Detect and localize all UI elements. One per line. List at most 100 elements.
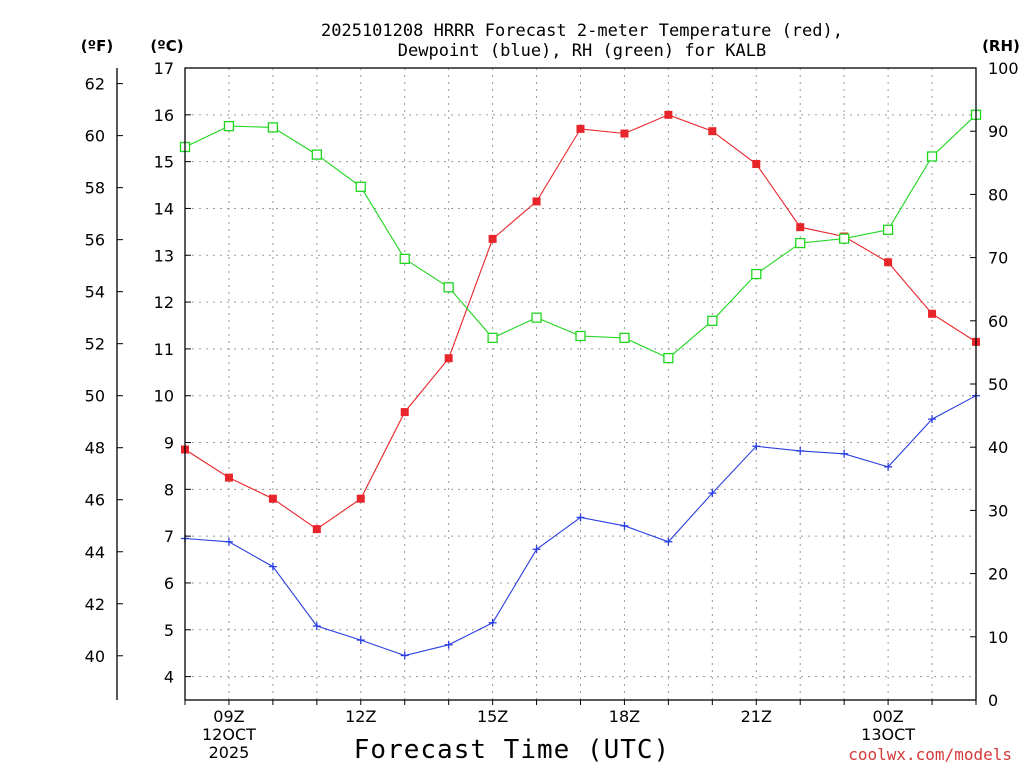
grid-lines — [185, 67, 976, 700]
dewpoint-point — [620, 521, 629, 530]
celsius-tick-label: 12 — [154, 293, 174, 312]
fahrenheit-tick-label: 58 — [85, 179, 105, 198]
relative-humidity-point — [311, 149, 322, 160]
rh-axis-unit: (RH) — [982, 37, 1020, 55]
rh-tick-label: 10 — [988, 628, 1008, 647]
celsius-axis-unit: (ºC) — [150, 37, 183, 55]
fahrenheit-tick-label: 48 — [85, 439, 105, 458]
dewpoint-point — [752, 442, 761, 451]
fahrenheit-axis: 40 42 44 46 48 50 52 54 56 58 60 62 — [85, 68, 123, 700]
fahrenheit-axis-unit: (ºF) — [81, 37, 113, 55]
celsius-tick-label: 17 — [154, 59, 174, 78]
rh-axis: 0 10 20 30 40 50 60 70 80 90 100 — [970, 59, 1019, 710]
relative-humidity-point — [926, 151, 938, 162]
dewpoint-point — [532, 545, 541, 554]
dewpoint-point — [796, 446, 805, 455]
dewpoint-point — [664, 537, 673, 546]
rh-tick-label: 90 — [988, 122, 1008, 141]
time-tick-label: 12Z — [345, 707, 376, 726]
celsius-tick-label: 6 — [164, 574, 174, 593]
dewpoint-point — [224, 537, 233, 546]
rh-tick-label: 80 — [988, 185, 1008, 204]
relative-humidity-point — [707, 315, 718, 326]
relative-humidity-point — [619, 332, 630, 344]
temperature-point — [928, 309, 937, 318]
fahrenheit-tick-label: 54 — [85, 283, 105, 302]
chart-title-line-1: 2025101208 HRRR Forecast 2-meter Tempera… — [321, 21, 843, 41]
dewpoint-point — [312, 622, 321, 631]
temperature-point — [620, 129, 629, 138]
temperature-point — [532, 197, 541, 206]
dewpoint-point — [708, 489, 717, 498]
celsius-tick-label: 10 — [154, 387, 174, 406]
temperature-point — [664, 110, 673, 119]
relative-humidity-point — [223, 120, 235, 132]
time-tick-label: 18Z — [609, 707, 640, 726]
time-tick-label: 12OCT — [202, 725, 256, 744]
relative-humidity-point — [575, 330, 586, 342]
dewpoint-point — [268, 562, 277, 571]
celsius-tick-label: 14 — [154, 199, 174, 218]
x-axis-title: Forecast Time (UTC) — [354, 735, 670, 765]
time-tick-label: 15Z — [477, 707, 508, 726]
time-tick-label: 13OCT — [861, 725, 915, 744]
plot-frame — [184, 67, 977, 701]
time-tick-label: 2025 — [209, 743, 250, 762]
time-tick-label: 09Z — [213, 707, 244, 726]
dewpoint-point — [444, 640, 453, 649]
relative-humidity-point — [399, 253, 410, 265]
rh-tick-label: 20 — [988, 565, 1008, 584]
temperature-point — [752, 159, 761, 168]
celsius-tick-label: 5 — [164, 621, 174, 640]
relative-humidity-point — [839, 233, 850, 244]
celsius-tick-label: 8 — [164, 480, 174, 499]
celsius-tick-label: 9 — [164, 434, 174, 453]
dewpoint-point — [884, 462, 893, 471]
dewpoint-point — [576, 513, 585, 522]
relative-humidity-point — [355, 181, 366, 192]
celsius-axis: 4 5 6 7 8 9 10 11 12 13 14 15 16 17 — [154, 59, 191, 687]
dewpoint-point — [488, 618, 497, 627]
temperature-point — [488, 234, 497, 243]
relative-humidity-point — [443, 282, 454, 293]
celsius-tick-label: 13 — [154, 246, 174, 265]
temperature-point — [708, 127, 717, 136]
fahrenheit-tick-label: 60 — [85, 127, 105, 146]
relative-humidity-point — [795, 237, 806, 249]
fahrenheit-tick-label: 56 — [85, 231, 105, 250]
dewpoint-point — [840, 449, 849, 458]
time-tick-label: 21Z — [741, 707, 772, 726]
temperature-point — [224, 473, 233, 482]
fahrenheit-tick-label: 50 — [85, 387, 105, 406]
dewpoint-point — [356, 636, 365, 645]
relative-humidity-point — [487, 332, 498, 344]
fahrenheit-tick-label: 42 — [85, 595, 105, 614]
fahrenheit-tick-label: 44 — [85, 543, 105, 562]
relative-humidity-point — [663, 352, 674, 364]
celsius-tick-label: 11 — [154, 340, 174, 359]
temperature-point — [356, 494, 365, 503]
rh-tick-label: 40 — [988, 438, 1008, 457]
fahrenheit-tick-label: 62 — [85, 75, 105, 94]
relative-humidity-point — [751, 268, 762, 280]
celsius-tick-label: 15 — [154, 153, 174, 172]
fahrenheit-tick-label: 40 — [85, 647, 105, 666]
dewpoint-line — [184, 395, 977, 657]
rh-tick-label: 0 — [988, 691, 998, 710]
temperature-point — [796, 223, 805, 232]
chart-title: 2025101208 HRRR Forecast 2-meter Tempera… — [321, 21, 843, 61]
chart-title-line-2: Dewpoint (blue), RH (green) for KALB — [398, 41, 766, 61]
temperature-point — [884, 258, 893, 267]
rh-tick-label: 100 — [988, 59, 1019, 78]
fahrenheit-tick-label: 52 — [85, 335, 105, 354]
temperature-point — [444, 354, 453, 363]
time-tick-label: 00Z — [872, 707, 903, 726]
temperature-point — [400, 408, 409, 417]
rh-tick-label: 60 — [988, 312, 1008, 331]
relative-humidity-point — [531, 312, 542, 323]
relative-humidity-point — [267, 122, 279, 133]
dewpoint-point — [928, 415, 937, 424]
rh-tick-label: 70 — [988, 249, 1008, 268]
temperature-point — [576, 124, 585, 133]
relative-humidity-point — [882, 224, 894, 235]
